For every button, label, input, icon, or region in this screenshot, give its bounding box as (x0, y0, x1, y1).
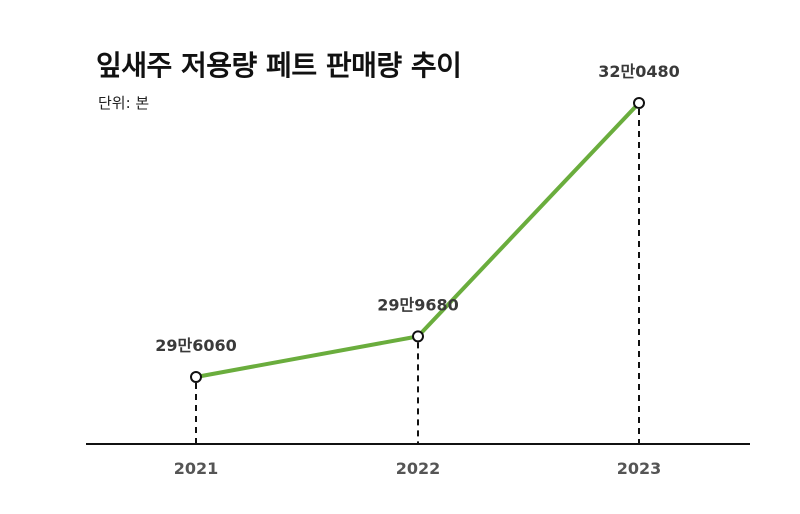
chart-subtitle: 단위: 본 (98, 94, 150, 112)
data-point-2022 (412, 330, 424, 343)
data-label-2022: 29만9680 (377, 295, 459, 314)
data-point-2021 (190, 371, 202, 383)
data-point-2023 (633, 97, 645, 109)
chart-title: 잎새주 저용량 페트 판매량 추이 (96, 49, 462, 82)
data-label-2021: 29만6060 (155, 336, 237, 355)
data-label-2023: 32만0480 (598, 62, 680, 81)
x-tick-label-2021: 2021 (174, 459, 219, 478)
x-tick-label-2023: 2023 (617, 459, 662, 478)
x-tick-label-2022: 2022 (396, 459, 441, 478)
